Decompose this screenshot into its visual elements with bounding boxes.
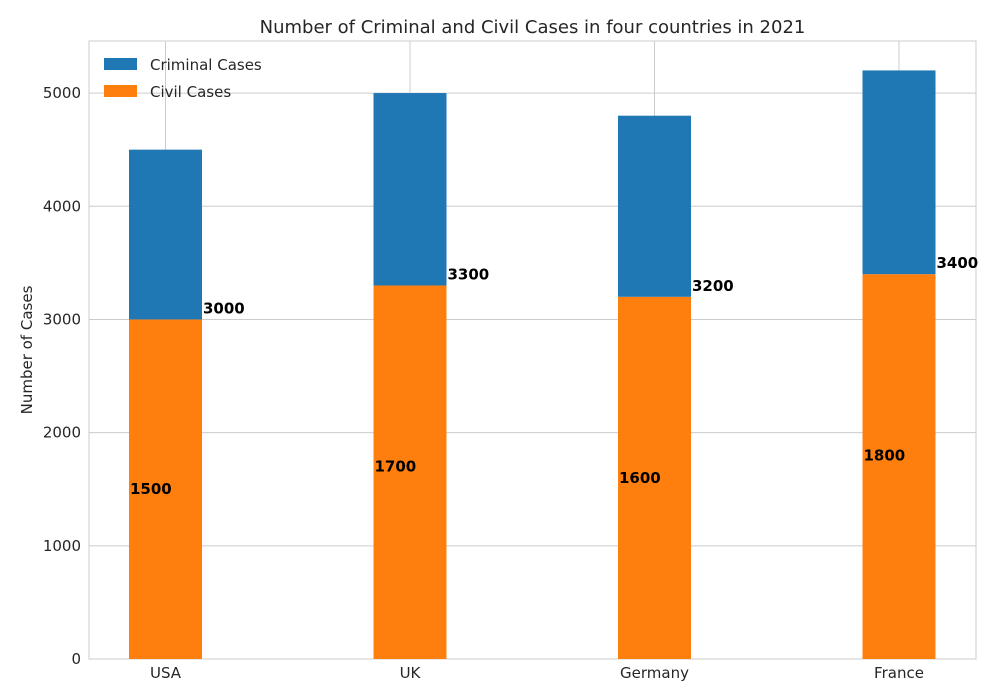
plot-frame: [88, 40, 977, 660]
data-label: 3200: [692, 277, 734, 295]
bar-civil-cases: [618, 296, 691, 659]
y-tick-label: 4000: [43, 197, 81, 215]
bar-criminal-cases: [862, 70, 936, 275]
bar-criminal-cases: [618, 115, 691, 297]
data-labels: 1500 3000 1700 3300 1600 3200 1800 3400: [130, 254, 978, 498]
data-label: 3300: [448, 265, 490, 283]
y-tick-label: 1000: [43, 537, 81, 555]
bar-civil-cases: [373, 285, 447, 659]
y-tick-label: 0: [71, 650, 81, 668]
y-tick-label: 2000: [43, 424, 81, 442]
bar-civil-cases: [862, 274, 936, 659]
legend-label: Criminal Cases: [150, 56, 262, 74]
data-label: 3000: [203, 299, 245, 317]
bars: [129, 70, 936, 659]
y-tick-labels: 0 1000 2000 3000 4000 5000: [43, 84, 81, 668]
x-tick-label: UK: [400, 664, 422, 682]
x-tick-label: USA: [150, 664, 182, 682]
gridlines: [89, 41, 976, 660]
bar-criminal-cases: [129, 149, 202, 320]
legend-label: Civil Cases: [150, 83, 231, 101]
chart-title: Number of Criminal and Civil Cases in fo…: [260, 17, 806, 38]
y-tick-label: 5000: [43, 84, 81, 102]
legend-swatch: [104, 85, 137, 97]
data-label: 3400: [937, 254, 979, 272]
y-axis-label: Number of Cases: [18, 285, 36, 414]
legend: Criminal Cases Civil Cases: [104, 56, 262, 101]
data-label: 1800: [864, 446, 906, 464]
legend-swatch: [104, 58, 137, 70]
data-label: 1500: [130, 480, 172, 498]
data-label: 1700: [375, 458, 417, 476]
x-tick-label: France: [874, 664, 924, 682]
x-tick-label: Germany: [620, 664, 689, 682]
x-tick-labels: USA UK Germany France: [150, 664, 924, 682]
bar-civil-cases: [129, 319, 202, 659]
y-tick-label: 3000: [43, 310, 81, 328]
data-label: 1600: [619, 469, 661, 487]
bar-criminal-cases: [373, 93, 447, 286]
